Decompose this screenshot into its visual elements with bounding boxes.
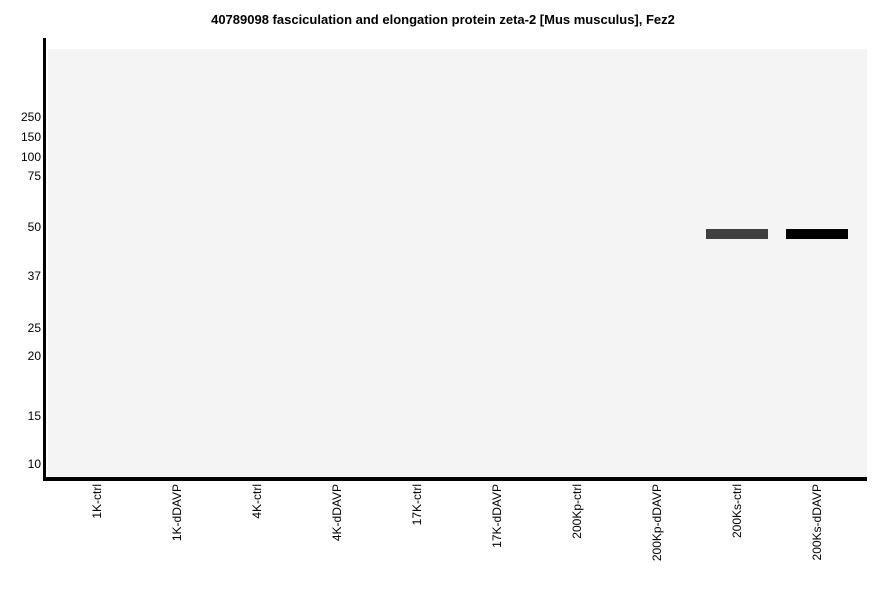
mw-marker-label-50: 50 <box>27 220 41 235</box>
mw-marker-label-150: 150 <box>20 130 41 145</box>
mw-marker-label-15: 15 <box>27 409 41 424</box>
mw-marker-label-100: 100 <box>20 149 41 164</box>
lane-label-4K-ctrl: 4K-ctrl <box>250 484 264 519</box>
lane-label-1K-dDAVP: 1K-dDAVP <box>170 484 184 542</box>
protein-band-200Ks-ctrl <box>706 228 768 239</box>
lane-label-17K-dDAVP: 17K-dDAVP <box>490 484 504 548</box>
mw-marker-label-25: 25 <box>27 321 41 336</box>
lane-label-200Kp-ctrl: 200Kp-ctrl <box>570 484 584 539</box>
lane-label-200Ks-ctrl: 200Ks-ctrl <box>730 484 744 539</box>
lane-label-200Ks-dDAVP: 200Ks-dDAVP <box>810 484 824 561</box>
mw-marker-label-10: 10 <box>27 457 41 472</box>
plot-area <box>48 49 867 477</box>
lane-label-200Kp-dDAVP: 200Kp-dDAVP <box>650 484 664 562</box>
x-axis-line <box>43 477 867 481</box>
mw-marker-label-75: 75 <box>27 169 41 184</box>
lane-label-4K-dDAVP: 4K-dDAVP <box>330 484 344 542</box>
lane-label-17K-ctrl: 17K-ctrl <box>410 484 424 526</box>
y-axis-line <box>43 38 46 481</box>
chart-title: 40789098 fasciculation and elongation pr… <box>211 12 675 27</box>
mw-marker-label-37: 37 <box>27 268 41 283</box>
protein-band-200Ks-dDAVP <box>786 228 848 239</box>
mw-marker-label-250: 250 <box>20 110 41 125</box>
lane-label-1K-ctrl: 1K-ctrl <box>90 484 104 519</box>
mw-marker-label-20: 20 <box>27 348 41 363</box>
